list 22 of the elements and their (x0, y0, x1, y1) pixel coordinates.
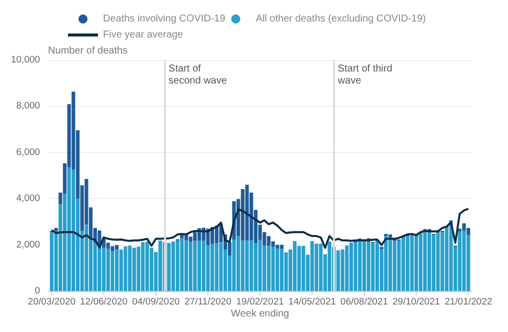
y-tick-label: 0 (34, 286, 40, 296)
x-tick-label: 20/03/2020 (28, 296, 76, 308)
y-tick-label: 8,000 (16, 100, 40, 112)
x-tick-label: 21/01/2022 (444, 296, 492, 308)
x-axis-title: Week ending (230, 308, 290, 320)
y-axis-title: Number of deaths (48, 46, 128, 56)
ref-line-label: Start of second wave (168, 64, 228, 86)
y-tick-label: 2,000 (16, 239, 40, 250)
y-tick-label: 4,000 (16, 193, 40, 204)
y-tick-label: 6,000 (16, 146, 40, 158)
legend-label: Deaths involving COVID-19 (103, 14, 226, 24)
legend-label: Five year average (103, 30, 184, 40)
legend-label: All other deaths (excluding COVID-19) (256, 14, 426, 24)
x-tick-label: 29/10/2021 (392, 296, 440, 308)
x-tick-label: 19/02/2021 (236, 296, 284, 308)
x-tick-label: 12/06/2020 (80, 296, 128, 308)
x-tick-label: 06/08/2021 (340, 296, 388, 308)
x-tick-label: 14/05/2021 (288, 296, 336, 308)
x-tick-label: 27/11/2020 (184, 296, 232, 308)
y-tick-label: 10,000 (10, 54, 40, 66)
x-tick-label: 04/09/2020 (132, 296, 180, 308)
ref-line-label: Start of third wave (336, 64, 396, 86)
